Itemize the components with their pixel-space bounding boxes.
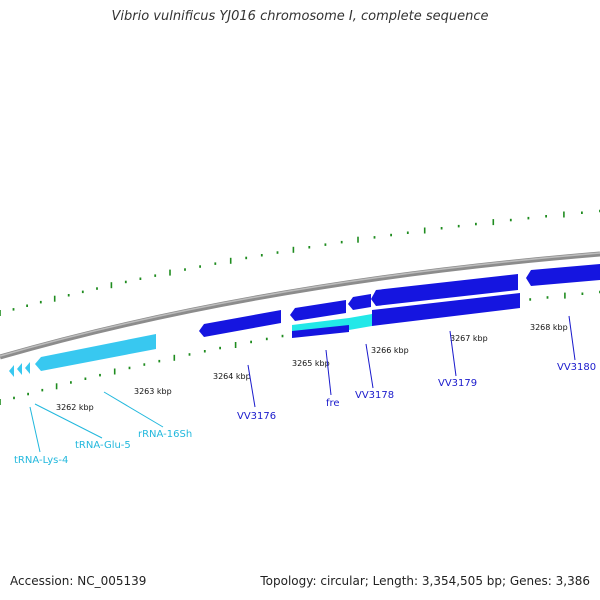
gene-vv3178[interactable] <box>348 294 371 310</box>
gene-label-vv3176[interactable]: VV3176 <box>237 411 276 422</box>
leader-line-trna-lys-4 <box>29 406 41 453</box>
map-title: Vibrio vulnificus YJ016 chromosome I, co… <box>111 9 489 24</box>
kbp-label: 3267 kbp <box>450 334 488 343</box>
topology-info: Topology: circular; Length: 3,354,505 bp… <box>260 574 590 588</box>
accession-info: Accession: NC_005139 <box>10 574 147 588</box>
kbp-label: 3263 kbp <box>134 387 172 396</box>
outer-tick-ring <box>0 209 600 316</box>
kbp-label: 3262 kbp <box>56 403 94 412</box>
gene-trna-glu-5[interactable] <box>25 362 30 374</box>
kbp-label: 3264 kbp <box>213 372 251 381</box>
leader-line-fre <box>325 349 332 396</box>
kbp-label: 3266 kbp <box>371 346 409 355</box>
gene-vv3179-upper[interactable] <box>371 274 518 306</box>
gene-label-vv3178[interactable]: VV3178 <box>355 390 394 401</box>
gene-label-trna-glu-5[interactable]: tRNA-Glu-5 <box>75 440 131 451</box>
gene-label-vv3180[interactable]: VV3180 <box>557 362 596 373</box>
gene-vv3179-lower[interactable] <box>372 293 520 326</box>
gene-trna-lys-4-b[interactable] <box>9 365 14 377</box>
gene-label-fre[interactable]: fre <box>326 398 340 409</box>
chromosome-backbone-highlight <box>0 252 600 357</box>
gene-trna-lys-4-a[interactable] <box>17 363 22 375</box>
leader-line-vv3180 <box>568 315 576 361</box>
leader-line-trna-glu-5 <box>34 403 103 439</box>
gene-label-rrna-16sh[interactable]: rRNA-16Sh <box>138 429 192 440</box>
gene-vv3180-upper[interactable] <box>526 264 600 286</box>
gene-fre[interactable] <box>290 300 346 321</box>
leader-line-vv3179 <box>449 330 457 377</box>
leader-line-vv3176 <box>247 364 256 408</box>
chromosome-backbone <box>0 251 600 360</box>
gene-fre-lower[interactable] <box>292 325 349 338</box>
gene-vv3176[interactable] <box>199 310 281 337</box>
gene-label-trna-lys-4[interactable]: tRNA-Lys-4 <box>14 455 68 466</box>
gene-rrna-16sh[interactable] <box>35 334 156 371</box>
leader-line-vv3178 <box>365 343 374 389</box>
gene-label-vv3179[interactable]: VV3179 <box>438 378 477 389</box>
kbp-label: 3265 kbp <box>292 359 330 368</box>
leader-line-rrna-16sh <box>103 391 164 428</box>
kbp-label: 3268 kbp <box>530 323 568 332</box>
